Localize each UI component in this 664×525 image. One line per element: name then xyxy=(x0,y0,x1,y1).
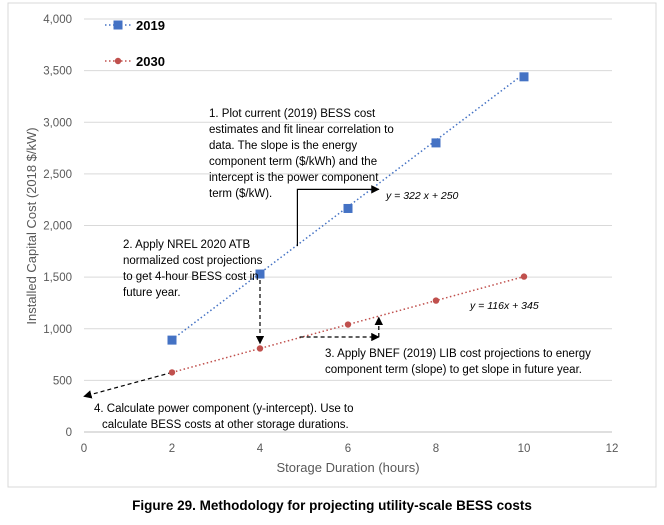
annotation-line: 2. Apply NREL 2020 ATB xyxy=(123,239,251,251)
y-tick-label: 1,000 xyxy=(43,324,72,336)
annotation-step1: 1. Plot current (2019) BESS cost estimat… xyxy=(209,108,394,200)
figure-caption: Figure 29. Methodology for projecting ut… xyxy=(132,498,532,513)
annotation-line: data. The slope is the energy xyxy=(209,140,357,152)
data-points xyxy=(167,72,529,376)
chart-border xyxy=(7,2,657,488)
data-point-2030 xyxy=(432,297,440,304)
annotation-line: component term ($/kWh) and the xyxy=(209,156,377,168)
annotation-line: normalized cost projections xyxy=(123,255,263,267)
trendline-label-2030: y = 116x + 345 xyxy=(469,300,539,312)
y-tick-label: 2,000 xyxy=(43,221,72,233)
y-tick-label: 1,500 xyxy=(43,272,72,284)
data-point-2019 xyxy=(343,203,353,213)
x-tick-label: 0 xyxy=(81,443,87,455)
x-axis-title: Storage Duration (hours) xyxy=(276,460,419,475)
x-tick-label: 4 xyxy=(257,443,264,455)
annotation-line: 3. Apply BNEF (2019) LIB cost projection… xyxy=(325,348,591,360)
data-point-2030 xyxy=(520,273,528,280)
y-axis-title: Installed Capital Cost (2018 $/kW) xyxy=(24,127,39,324)
annotation-line: component term (slope) to get slope in f… xyxy=(325,364,582,376)
y-tick-label: 2,500 xyxy=(43,169,72,181)
annotation-line: to get 4-hour BESS cost in xyxy=(123,271,259,283)
annotation-line: estimates and fit linear correlation to xyxy=(209,124,394,136)
x-tick-label: 12 xyxy=(606,443,619,455)
x-tick-label: 6 xyxy=(345,443,351,455)
data-point-2019 xyxy=(255,269,265,279)
data-point-2019 xyxy=(167,335,177,345)
y-tick-label: 3,000 xyxy=(43,117,72,129)
trendline-label-2019: y = 322 x + 250 xyxy=(385,190,459,202)
data-point-2019 xyxy=(519,72,529,82)
annotation-line: 1. Plot current (2019) BESS cost xyxy=(209,108,376,120)
annotation-step3: 3. Apply BNEF (2019) LIB cost projection… xyxy=(325,348,591,376)
x-tick-label: 2 xyxy=(169,443,175,455)
x-tick-label: 8 xyxy=(433,443,439,455)
annotation-line: intercept is the power component xyxy=(209,172,379,184)
y-axis-ticks: 0 500 1,000 1,500 2,000 2,500 3,000 3,500 4,000 xyxy=(43,14,72,439)
gridlines xyxy=(84,18,612,433)
annotation-line: term ($/kW). xyxy=(209,188,272,200)
data-point-2019 xyxy=(431,138,441,148)
x-tick-label: 10 xyxy=(518,443,531,455)
trendline-2030 xyxy=(171,275,525,374)
legend-marker-2030 xyxy=(114,57,122,65)
annotation-line: calculate BESS costs at other storage du… xyxy=(102,419,349,431)
annotation-step4: 4. Calculate power component (y-intercep… xyxy=(94,403,354,431)
data-point-2030 xyxy=(344,321,352,328)
annotation-arrows xyxy=(83,185,383,399)
legend: 2019 2030 xyxy=(105,18,165,69)
y-tick-label: 4,000 xyxy=(43,14,72,26)
y-tick-label: 500 xyxy=(53,375,72,387)
arrow-step1 xyxy=(296,185,380,247)
x-axis-ticks: 0 2 4 6 8 10 12 xyxy=(81,443,619,455)
legend-label-2019: 2019 xyxy=(136,18,165,33)
legend-marker-2019 xyxy=(113,20,123,30)
data-point-2030 xyxy=(168,369,176,376)
legend-label-2030: 2030 xyxy=(136,54,165,69)
y-tick-label: 0 xyxy=(66,427,72,439)
arrow-step4 xyxy=(83,371,173,399)
annotation-line: future year. xyxy=(123,287,181,299)
annotation-step2: 2. Apply NREL 2020 ATB normalized cost p… xyxy=(123,239,263,299)
annotation-line: 4. Calculate power component (y-intercep… xyxy=(94,403,354,415)
data-point-2030 xyxy=(256,345,264,352)
y-tick-label: 3,500 xyxy=(43,66,72,78)
